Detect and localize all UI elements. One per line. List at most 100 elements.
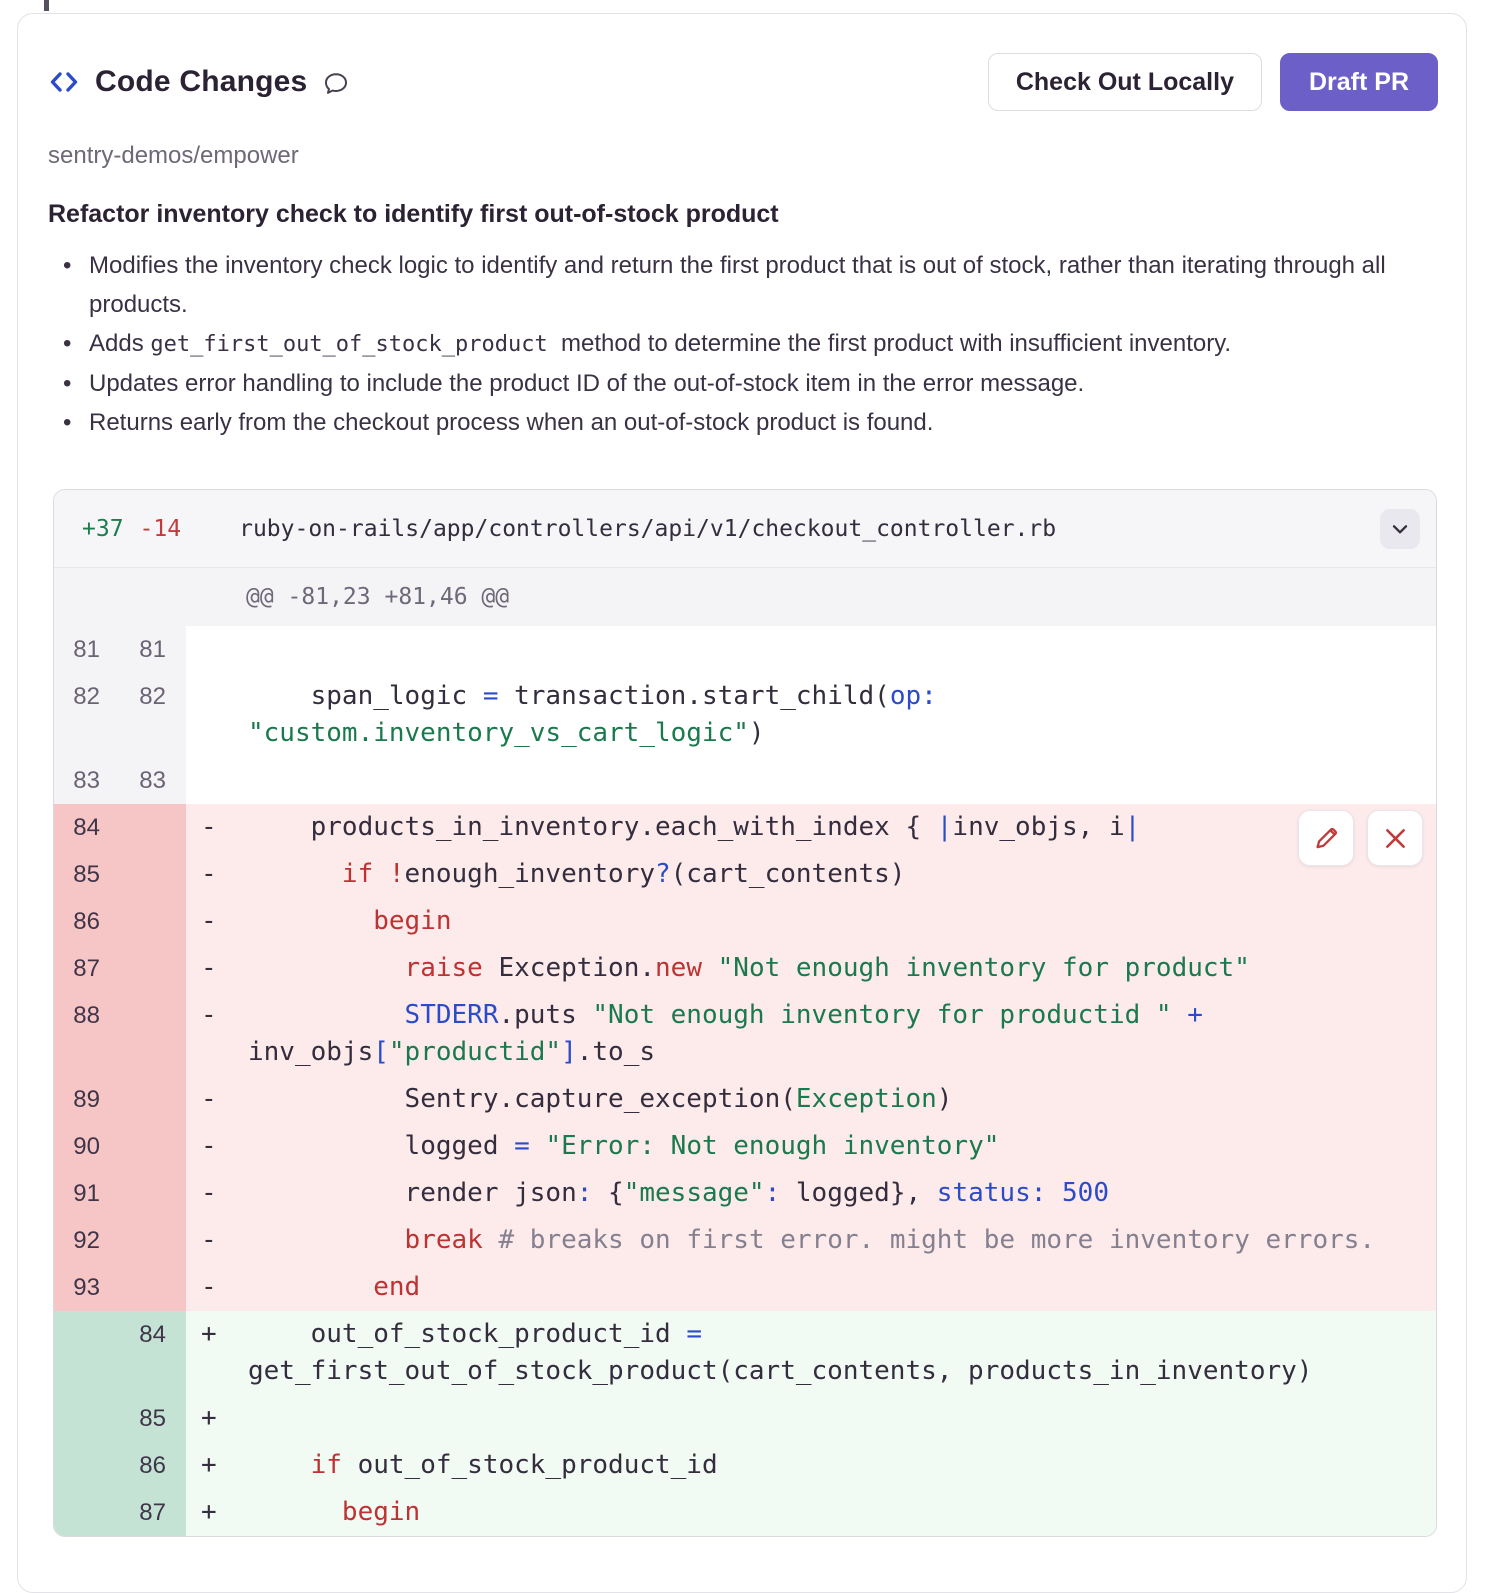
diff-rows: 81 81 82 82 span_logic = transaction.start… xyxy=(54,626,1436,1536)
check-out-locally-button[interactable]: Check Out Locally xyxy=(987,53,1262,111)
summary-bullet: Updates error handling to include the pr… xyxy=(48,364,1400,403)
diff-line: 83 83 xyxy=(54,757,1436,804)
diff-line: 89 - Sentry.capture_exception(Exception) xyxy=(54,1076,1436,1123)
summary-bullet: Returns early from the checkout process … xyxy=(48,403,1400,442)
diff-line: 82 82 span_logic = transaction.start_chil… xyxy=(54,673,1436,757)
old-line-number: 92 xyxy=(54,1217,120,1264)
diff-card: +37 -14 ruby-on-rails/app/controllers/ap… xyxy=(53,489,1437,1537)
diff-line: 91 - render json: {"message": logged}, st… xyxy=(54,1170,1436,1217)
old-line-number: 87 xyxy=(54,945,120,992)
line-actions xyxy=(1298,810,1423,866)
line-marker: + xyxy=(186,1442,248,1489)
code-line: end xyxy=(248,1264,1436,1311)
old-line-number: 83 xyxy=(54,757,120,804)
line-marker: - xyxy=(186,804,248,851)
reject-change-button[interactable] xyxy=(1367,810,1423,866)
new-line-number: 85 xyxy=(120,1395,186,1442)
code-line: begin xyxy=(248,1489,1436,1536)
new-line-number xyxy=(120,1264,186,1311)
line-marker xyxy=(186,673,248,757)
line-marker: - xyxy=(186,1170,248,1217)
old-line-number: 81 xyxy=(54,626,120,673)
code-line xyxy=(248,1395,1436,1442)
hunk-header: @@ -81,23 +81,46 @@ xyxy=(54,568,1436,626)
new-line-number xyxy=(120,898,186,945)
page-edge-artifact xyxy=(44,0,49,11)
repo-name: sentry-demos/empower xyxy=(48,142,299,169)
code-changes-card: Code Changes Check Out Locally Draft PR … xyxy=(17,13,1467,1593)
old-line-number: 84 xyxy=(54,804,120,851)
diff-line: 81 81 xyxy=(54,626,1436,673)
code-line: render json: {"message": logged}, status… xyxy=(248,1170,1436,1217)
new-line-number xyxy=(120,945,186,992)
code-line xyxy=(248,757,1436,804)
diff-line: 86 + if out_of_stock_product_id xyxy=(54,1442,1436,1489)
new-line-number xyxy=(120,851,186,898)
line-marker: + xyxy=(186,1489,248,1536)
new-line-number: 82 xyxy=(120,673,186,757)
diff-line: 90 - logged = "Error: Not enough inventor… xyxy=(54,1123,1436,1170)
diff-line: 92 - break # breaks on first error. might… xyxy=(54,1217,1436,1264)
code-line: Sentry.capture_exception(Exception) xyxy=(248,1076,1436,1123)
edit-change-button[interactable] xyxy=(1298,810,1354,866)
new-line-number xyxy=(120,1123,186,1170)
new-line-number xyxy=(120,1217,186,1264)
old-line-number: 86 xyxy=(54,898,120,945)
additions-count: +37 xyxy=(82,515,124,542)
new-line-number xyxy=(120,992,186,1076)
old-line-number: 91 xyxy=(54,1170,120,1217)
line-marker: - xyxy=(186,1264,248,1311)
old-line-number xyxy=(54,1395,120,1442)
old-line-number xyxy=(54,1489,120,1536)
new-line-number: 84 xyxy=(120,1311,186,1395)
code-line: logged = "Error: Not enough inventory" xyxy=(248,1123,1436,1170)
old-line-number: 89 xyxy=(54,1076,120,1123)
line-marker: - xyxy=(186,945,248,992)
new-line-number: 83 xyxy=(120,757,186,804)
diff-line: 84 - products_in_inventory.each_with_inde… xyxy=(54,804,1436,851)
context-lines-group: 81 81 82 82 span_logic = transaction.start… xyxy=(54,626,1436,804)
draft-pr-button[interactable]: Draft PR xyxy=(1279,53,1438,111)
collapse-diff-button[interactable] xyxy=(1380,508,1420,549)
line-marker: - xyxy=(186,898,248,945)
added-lines-group: 84 + out_of_stock_product_id = get_first_… xyxy=(54,1311,1436,1536)
diff-line: 84 + out_of_stock_product_id = get_first_… xyxy=(54,1311,1436,1395)
line-marker: - xyxy=(186,1123,248,1170)
comment-bubble-icon[interactable] xyxy=(322,70,350,98)
code-line: break # breaks on first error. might be … xyxy=(248,1217,1436,1264)
pencil-icon xyxy=(1315,827,1337,848)
summary-list: Modifies the inventory check logic to id… xyxy=(48,246,1400,442)
diff-line: 93 - end xyxy=(54,1264,1436,1311)
code-line: if out_of_stock_product_id xyxy=(248,1442,1436,1489)
old-line-number: 88 xyxy=(54,992,120,1076)
code-line: raise Exception.new "Not enough inventor… xyxy=(248,945,1436,992)
file-path: ruby-on-rails/app/controllers/api/v1/che… xyxy=(239,515,1057,542)
line-marker: - xyxy=(186,1076,248,1123)
old-line-number xyxy=(54,1442,120,1489)
code-line: STDERR.puts "Not enough inventory for pr… xyxy=(248,992,1436,1076)
line-marker: - xyxy=(186,1217,248,1264)
new-line-number: 87 xyxy=(120,1489,186,1536)
chevron-down-icon xyxy=(1392,524,1408,533)
line-marker: + xyxy=(186,1311,248,1395)
new-line-number xyxy=(120,1170,186,1217)
diff-file-header[interactable]: +37 -14 ruby-on-rails/app/controllers/ap… xyxy=(54,490,1436,568)
diff-line: 87 - raise Exception.new "Not enough inve… xyxy=(54,945,1436,992)
diff-line: 88- STDERR.puts "Not enough inventory fo… xyxy=(54,992,1436,1076)
line-marker: - xyxy=(186,851,248,898)
old-line-number xyxy=(54,1311,120,1395)
diff-line: 86 - begin xyxy=(54,898,1436,945)
code-line: products_in_inventory.each_with_index { … xyxy=(248,804,1436,851)
change-summary-title: Refactor inventory check to identify fir… xyxy=(48,200,779,228)
old-line-number: 85 xyxy=(54,851,120,898)
diff-line: 87 + begin xyxy=(54,1489,1436,1536)
old-line-number: 90 xyxy=(54,1123,120,1170)
deletions-count: -14 xyxy=(139,515,182,542)
code-line: if !enough_inventory?(cart_contents) xyxy=(248,851,1436,898)
page-title: Code Changes xyxy=(95,65,308,98)
line-marker xyxy=(186,626,248,673)
new-line-number xyxy=(120,1076,186,1123)
code-line: span_logic = transaction.start_child(op:… xyxy=(248,673,1436,757)
code-line: begin xyxy=(248,898,1436,945)
code-line: out_of_stock_product_id = get_first_out_… xyxy=(248,1311,1436,1395)
